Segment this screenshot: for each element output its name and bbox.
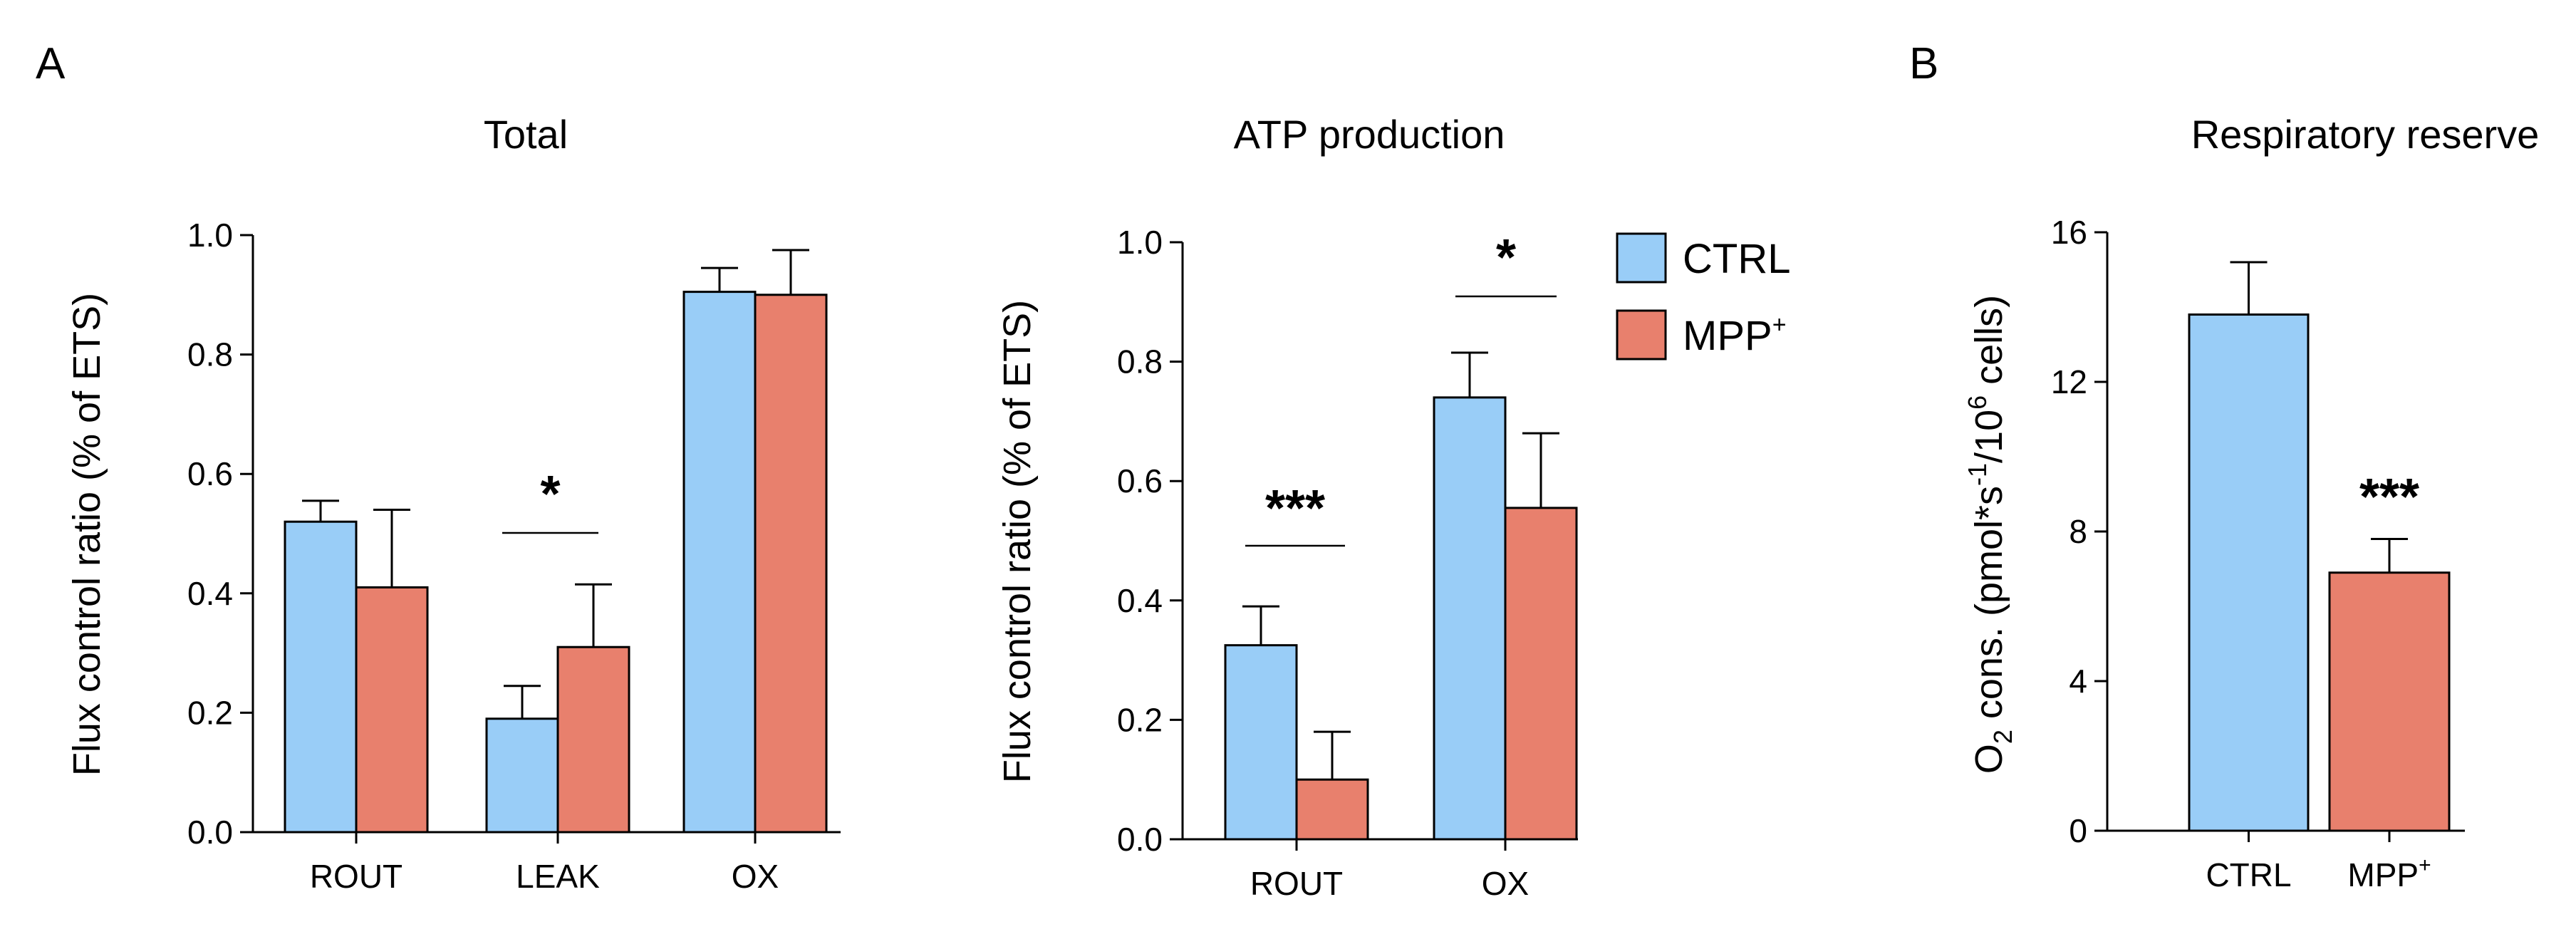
x-tick-label-rout: ROUT [310,858,402,895]
y-axis-label: Flux control ratio (% of ETS) [996,300,1039,783]
bar-mpp-plus-ox [754,294,828,834]
y-axis-label-part: cells) [1968,295,2010,395]
bar-mpp-plus-leak [556,645,630,834]
y-tick-label: 0.2 [187,694,233,731]
significance-marker: *** [1265,480,1325,537]
y-tick-label: 0.8 [187,336,233,373]
y-tick-label: 1.0 [187,217,233,254]
x-tick-label-base: MPP [2347,856,2419,893]
y-tick-label: 0.4 [1117,582,1163,619]
y-tick-label: 0.0 [1117,821,1163,858]
y-tick-label: 1.0 [1117,224,1163,261]
y-tick-label: 0.2 [1117,701,1163,738]
legend: CTRL MPP+ [1616,232,1790,361]
legend-label-ctrl: CTRL [1683,236,1790,282]
y-tick-label: 0.0 [187,814,233,851]
y-axis-label-part: 6 [1963,395,1992,410]
y-tick-label: 4 [2069,663,2087,700]
y-tick-label: 0.4 [187,575,233,612]
y-tick-label: 12 [2051,363,2087,400]
y-axis-label-part: -1 [1963,463,1992,486]
legend-label-mpp: MPP+ [1683,311,1787,359]
y-tick-label: 8 [2069,513,2087,550]
chart-title: Respiratory reserve [2191,112,2540,157]
y-axis-label: O2 cons. (pmol*s-1/106 cells) [1963,295,2017,774]
bar-ctrl-ox [682,291,757,834]
y-tick-label: 0.6 [187,455,233,492]
y-tick-label: 16 [2051,214,2087,251]
significance-marker: *** [2359,469,2419,526]
y-tick-label: 0.8 [1117,343,1163,380]
y-axis-label-part: cons. (pmol*s [1968,486,2010,730]
chart-title: Total [484,112,568,157]
bar-mpp-plus-rout [1295,778,1369,841]
bar-ctrl-rout [1224,644,1298,841]
bar-mpp-plus [2328,571,2451,832]
bar-mpp-plus-rout [355,586,429,834]
legend-swatch-mpp [1616,309,1667,361]
x-tick-label-base: CTRL [2206,856,2291,893]
legend-swatch-ctrl [1616,232,1667,284]
x-tick-label-ox: OX [732,858,779,895]
significance-marker: * [540,466,560,523]
x-tick-label-leak: LEAK [516,858,600,895]
x-tick-label-ctrl: CTRL [2206,856,2291,893]
bar-mpp-plus-ox [1504,507,1578,841]
y-tick-label: 0.6 [1117,462,1163,499]
y-axis-label: Flux control ratio (% of ETS) [66,293,108,776]
chart-title: ATP production [1234,112,1505,157]
x-tick-label-sup: + [2419,854,2431,877]
y-axis-label-part: /10 [1968,410,2010,463]
y-axis-label-part: O [1968,744,2010,774]
x-tick-label-mpp-plus: MPP+ [2347,854,2431,893]
bar-ctrl-ox [1433,396,1507,841]
chart-atp-production: ATP production Flux control ratio (% of E… [996,112,1578,902]
panel-label-a: A [36,39,66,88]
y-tick-label: 0 [2069,812,2087,849]
x-tick-label-ox: OX [1482,865,1529,902]
bar-ctrl [2188,313,2310,832]
chart-total: Total Flux control ratio (% of ETS) 0.0 0.2… [66,112,841,895]
x-tick-label-rout: ROUT [1250,865,1343,902]
y-axis-label-part: 2 [1988,730,2017,744]
significance-marker: * [1496,229,1516,286]
chart-respiratory-reserve: Respiratory reserve O2 cons. (pmol*s-1/10… [1963,112,2539,893]
bar-ctrl-leak [485,717,559,834]
panel-label-b: B [1909,39,1938,88]
bar-ctrl-rout [284,520,358,834]
